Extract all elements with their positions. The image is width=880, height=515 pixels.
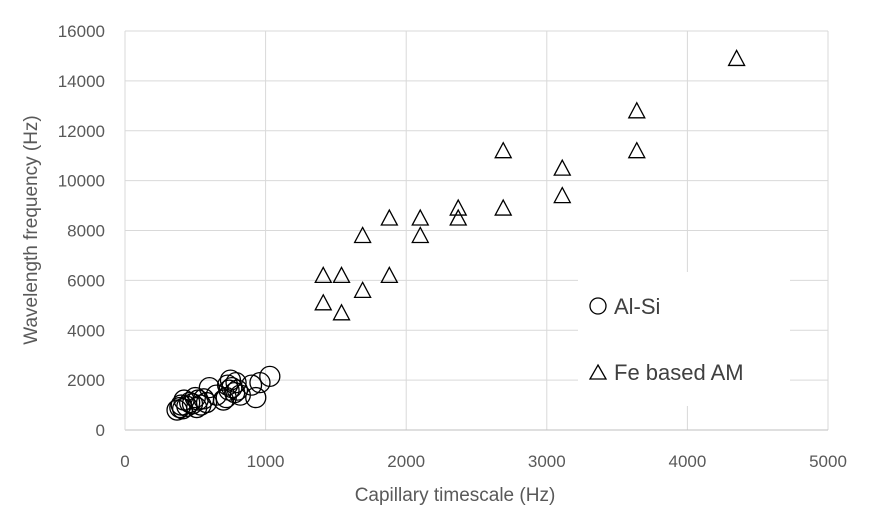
data-point-fe-based-am [494,141,513,159]
data-point-fe-based-am [494,198,513,216]
data-point-fe-based-am [353,280,372,298]
x-tick-label: 0 [120,452,129,471]
y-tick-label: 12000 [58,122,105,141]
data-point-fe-based-am [627,141,646,159]
y-axis-title: Wavelength frequency (Hz) [21,115,42,345]
data-point-fe-based-am [411,226,430,244]
data-point-fe-based-am [449,198,468,216]
y-tick-label: 0 [96,421,105,440]
data-point-fe-based-am [314,266,333,284]
data-point-fe-based-am [353,226,372,244]
y-tick-label: 6000 [67,271,105,290]
data-point-fe-based-am [314,293,333,311]
data-point-fe-based-am [727,49,746,67]
data-points [166,49,746,421]
data-point-al-si [226,379,249,401]
gridlines [125,30,829,430]
data-point-fe-based-am [411,208,430,226]
data-point-fe-based-am [553,186,572,204]
x-tick-label: 5000 [809,452,847,471]
y-tick-label: 2000 [67,371,105,390]
x-tick-label: 3000 [528,452,566,471]
data-point-fe-based-am [332,266,351,284]
data-point-fe-based-am [380,208,399,226]
data-point-fe-based-am [449,208,468,226]
legend-label-fe-based-am: Fe based AM [614,360,744,385]
axes [124,31,828,431]
data-point-al-si [240,374,263,396]
x-tick-label: 1000 [247,452,285,471]
y-tick-label: 4000 [67,321,105,340]
data-point-fe-based-am [332,303,351,321]
x-tick-labels: 0 1000 2000 3000 4000 5000 [120,452,847,471]
legend: Al-Si Fe based AM [578,272,790,406]
data-point-al-si [186,396,208,419]
y-tick-label: 8000 [67,222,105,241]
data-point-fe-based-am [380,266,399,284]
x-tick-label: 4000 [668,452,706,471]
data-point-al-si [259,365,281,388]
legend-marker-al-si [589,297,607,315]
y-tick-label: 10000 [58,172,105,191]
data-point-al-si [212,389,235,411]
data-point-al-si [179,391,201,414]
data-point-fe-based-am [627,101,646,119]
y-tick-labels: 0 2000 4000 6000 8000 10000 12000 14000 16000 [58,22,105,440]
legend-marker-fe-based-am [588,363,608,380]
data-point-fe-based-am [553,158,572,176]
y-tick-label: 14000 [58,72,105,91]
x-axis-title: Capillary timescale (Hz) [355,485,556,506]
data-point-al-si [184,386,206,409]
y-tick-label: 16000 [58,22,105,41]
data-point-al-si [245,386,267,409]
data-point-al-si [225,371,247,394]
legend-background [578,272,790,406]
x-tick-label: 2000 [387,452,425,471]
legend-label-al-si: Al-Si [614,294,660,319]
